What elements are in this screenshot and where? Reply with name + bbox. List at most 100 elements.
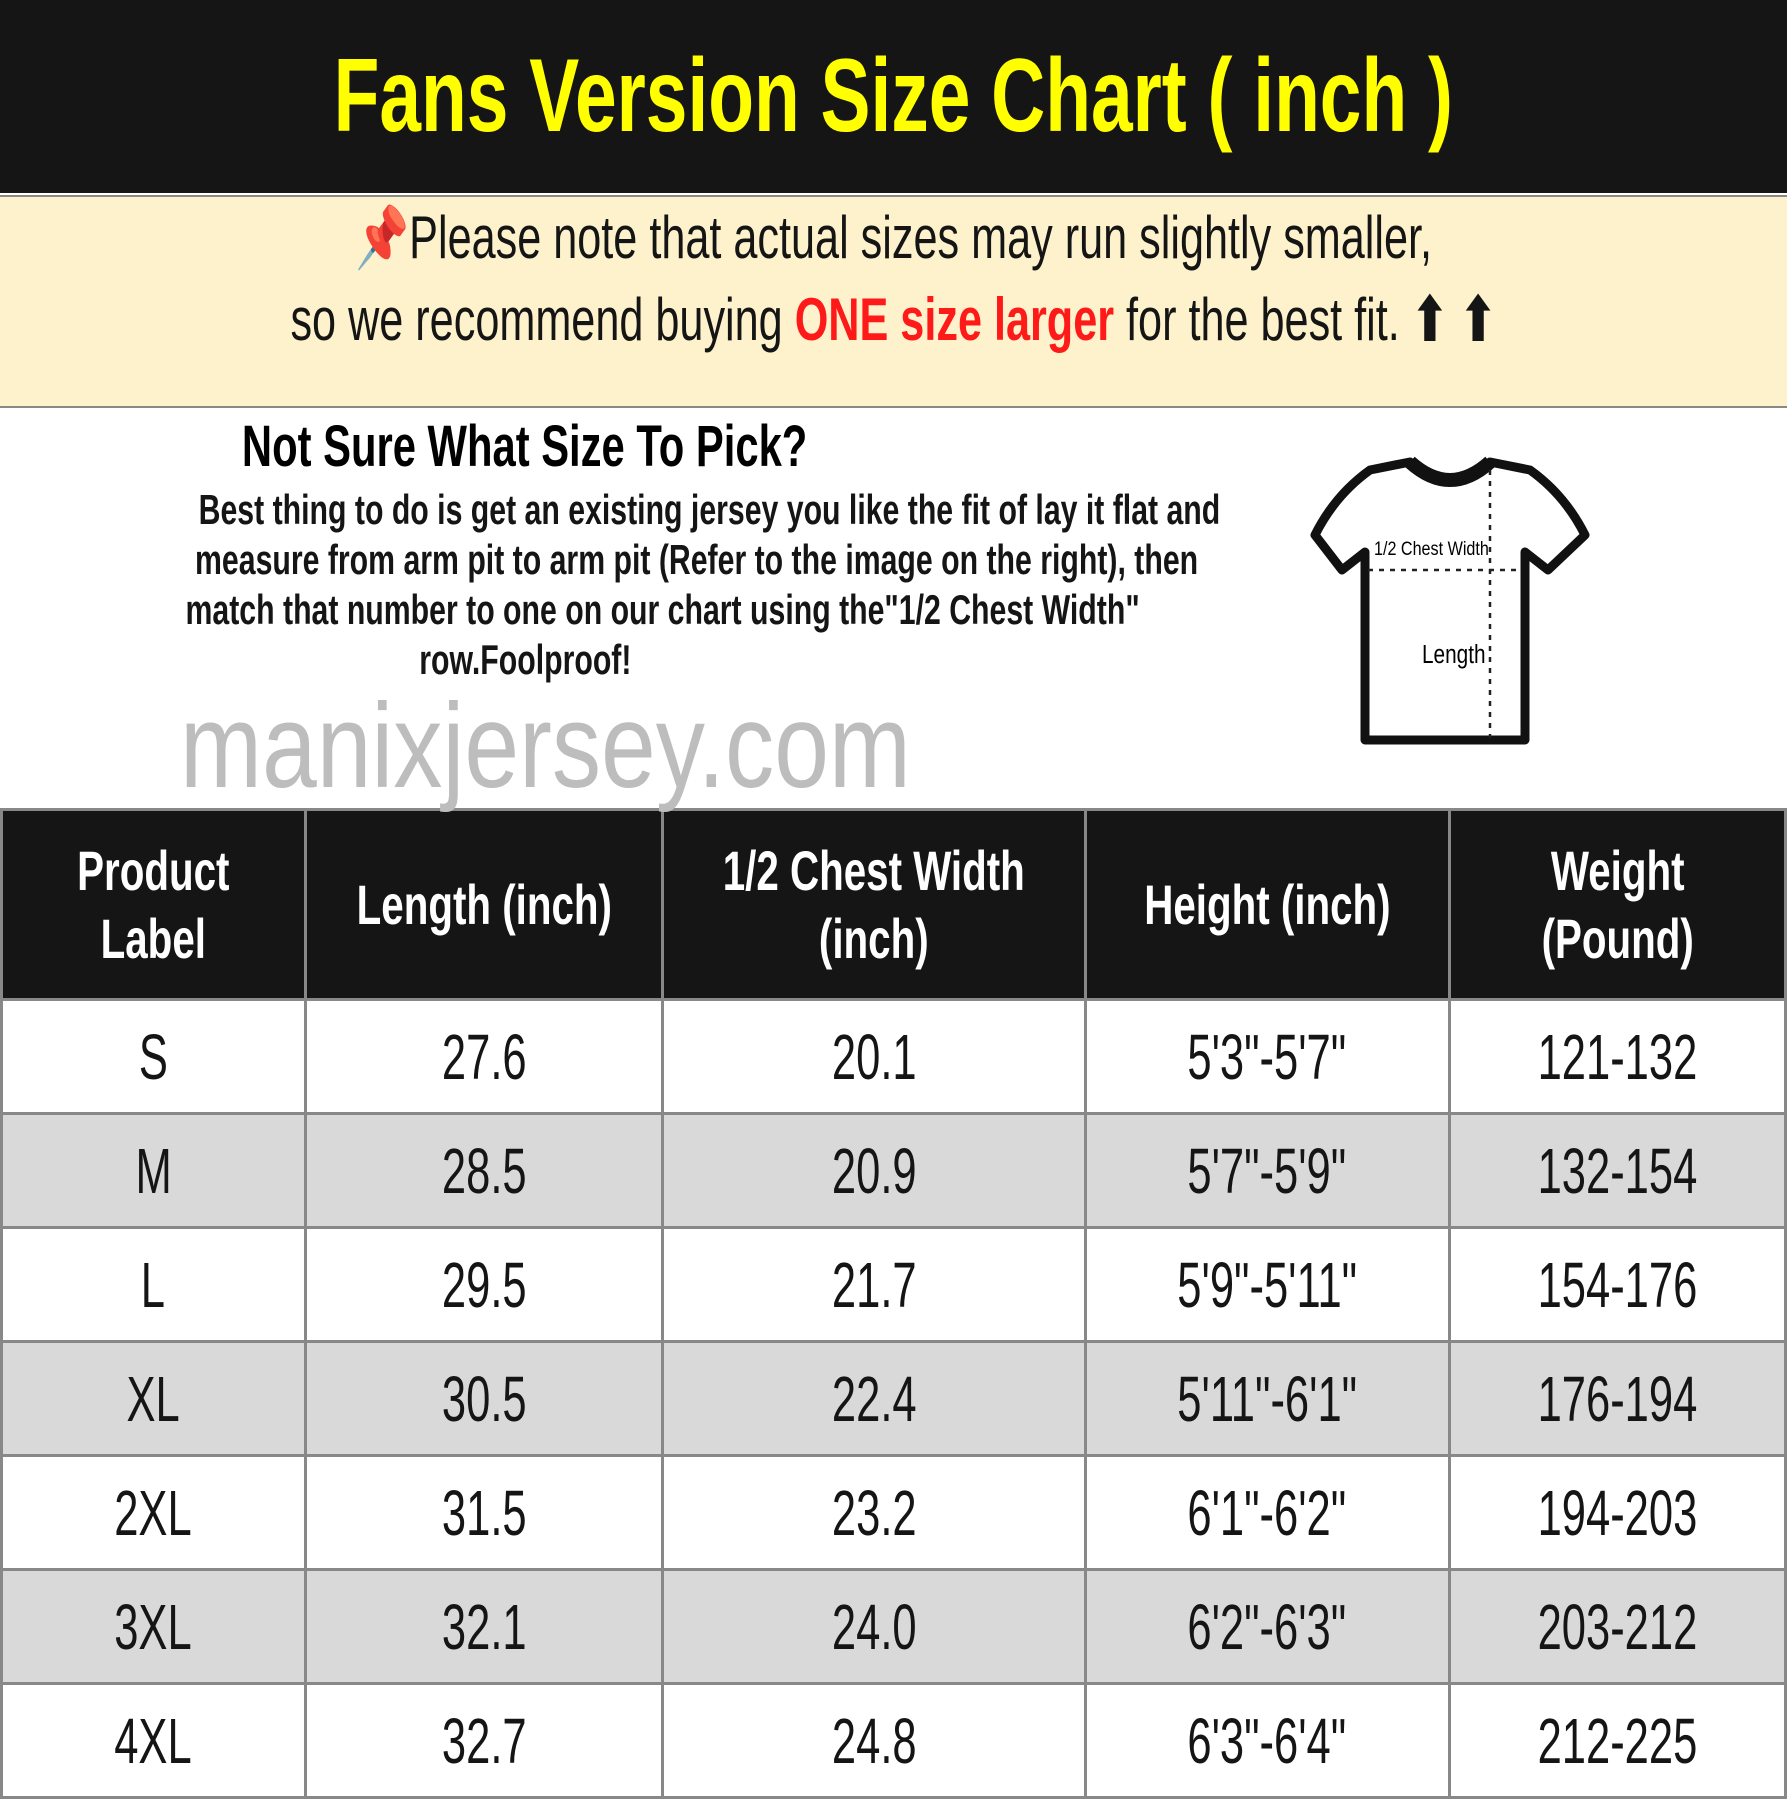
column-header: Length (inch) [303, 808, 665, 1001]
cell-value: 24.8 [831, 1704, 917, 1777]
table-cell: 4XL [0, 1682, 307, 1799]
guide-line: Best thing to do is get an existing jers… [198, 486, 1221, 533]
pushpin-icon: 📌 [355, 204, 409, 271]
cell-value: 212-225 [1537, 1704, 1698, 1777]
cell-value: XL [126, 1362, 180, 1435]
table-cell: 29.5 [303, 1226, 665, 1343]
size-note: 📌Please note that actual sizes may run s… [0, 195, 1787, 408]
table-cell: 22.4 [661, 1340, 1087, 1457]
table-cell: 203-212 [1447, 1568, 1787, 1685]
cell-value: 28.5 [441, 1134, 527, 1207]
note-emphasis: ONE size larger [794, 286, 1115, 353]
table-cell: 194-203 [1447, 1454, 1787, 1571]
note-line2-post: for the best fit. [1114, 286, 1412, 353]
guide-heading: Not Sure What Size To Pick? [242, 414, 808, 479]
header-text: (inch) [819, 906, 929, 970]
table-cell: 20.9 [661, 1112, 1087, 1229]
table-cell: 154-176 [1447, 1226, 1787, 1343]
cell-value: S [138, 1020, 168, 1093]
cell-value: 5'7"-5'9" [1187, 1134, 1347, 1207]
column-header: Weight (Pound) [1447, 808, 1787, 1001]
cell-value: 176-194 [1537, 1362, 1698, 1435]
note-line1: Please note that actual sizes may run sl… [408, 204, 1432, 271]
length-label: Length [1422, 640, 1486, 669]
table-row: L 29.5 21.7 5'9"-5'11" 154-176 [0, 1226, 1787, 1343]
table-cell: 21.7 [661, 1226, 1087, 1343]
cell-value: 27.6 [441, 1020, 527, 1093]
up-arrow-icon: ⬆ ⬆ [1411, 286, 1497, 353]
tshirt-diagram-icon: 1/2 Chest Width Length [1310, 456, 1590, 745]
table-cell: 132-154 [1447, 1112, 1787, 1229]
table-cell: 5'11"-6'1" [1083, 1340, 1451, 1457]
table-cell: 6'1"-6'2" [1083, 1454, 1451, 1571]
cell-value: 4XL [114, 1704, 192, 1777]
cell-value: 3XL [114, 1590, 192, 1663]
table-row: S 27.6 20.1 5'3"-5'7" 121-132 [0, 998, 1787, 1115]
table-cell: 6'2"-6'3" [1083, 1568, 1451, 1685]
guide-line: match that number to one on our chart us… [185, 586, 1140, 633]
table-cell: 212-225 [1447, 1682, 1787, 1799]
chest-width-label: 1/2 Chest Width [1374, 538, 1489, 560]
fit-guide: Not Sure What Size To Pick? Best thing t… [0, 410, 1787, 808]
table-cell: 23.2 [661, 1454, 1087, 1571]
table-row: 4XL 32.7 24.8 6'3"-6'4" 212-225 [0, 1682, 1787, 1799]
table-cell: 24.0 [661, 1568, 1087, 1685]
cell-value: 5'9"-5'11" [1177, 1248, 1358, 1321]
table-cell: 3XL [0, 1568, 307, 1685]
table-cell: M [0, 1112, 307, 1229]
table-row: M 28.5 20.9 5'7"-5'9" 132-154 [0, 1112, 1787, 1229]
cell-value: 203-212 [1537, 1590, 1698, 1663]
cell-value: 132-154 [1537, 1134, 1698, 1207]
table-cell: 27.6 [303, 998, 665, 1115]
cell-value: 121-132 [1537, 1020, 1698, 1093]
cell-value: 154-176 [1537, 1248, 1698, 1321]
header-text: Height (inch) [1143, 872, 1391, 936]
table-cell: 6'3"-6'4" [1083, 1682, 1451, 1799]
cell-value: 29.5 [441, 1248, 527, 1321]
cell-value: 5'3"-5'7" [1187, 1020, 1347, 1093]
column-header: Height (inch) [1083, 808, 1451, 1001]
table-cell: 24.8 [661, 1682, 1087, 1799]
cell-value: 31.5 [441, 1476, 527, 1549]
cell-value: 2XL [114, 1476, 192, 1549]
cell-value: 20.1 [831, 1020, 917, 1093]
cell-value: 30.5 [441, 1362, 527, 1435]
cell-value: 6'2"-6'3" [1187, 1590, 1347, 1663]
table-cell: 121-132 [1447, 998, 1787, 1115]
column-header: 1/2 Chest Width (inch) [661, 808, 1087, 1001]
table-row: 2XL 31.5 23.2 6'1"-6'2" 194-203 [0, 1454, 1787, 1571]
table-cell: XL [0, 1340, 307, 1457]
table-cell: 176-194 [1447, 1340, 1787, 1457]
cell-value: 6'3"-6'4" [1187, 1704, 1347, 1777]
cell-value: M [135, 1134, 172, 1207]
table-cell: 20.1 [661, 998, 1087, 1115]
header-text: (Pound) [1541, 906, 1694, 970]
header-text: Weight [1550, 839, 1685, 903]
cell-value: 32.1 [441, 1590, 527, 1663]
cell-value: 24.0 [831, 1590, 917, 1663]
header-text: 1/2 Chest Width [722, 839, 1025, 903]
cell-value: 22.4 [831, 1362, 917, 1435]
table-cell: 32.1 [303, 1568, 665, 1685]
title-banner: Fans Version Size Chart ( inch ) [0, 0, 1787, 193]
table-cell: L [0, 1226, 307, 1343]
table-cell: 31.5 [303, 1454, 665, 1571]
note-line2-pre: so we recommend buying [290, 286, 795, 353]
cell-value: 23.2 [831, 1476, 917, 1549]
guide-line: measure from arm pit to arm pit (Refer t… [195, 536, 1199, 583]
cell-value: 194-203 [1537, 1476, 1698, 1549]
cell-value: 5'11"-6'1" [1177, 1362, 1358, 1435]
size-table: Product Label Length (inch) 1/2 Chest Width… [0, 808, 1787, 1799]
table-row: 3XL 32.1 24.0 6'2"-6'3" 203-212 [0, 1568, 1787, 1685]
header-text: Product [77, 839, 230, 903]
page-title: Fans Version Size Chart ( inch ) [333, 38, 1454, 154]
table-cell: 5'9"-5'11" [1083, 1226, 1451, 1343]
cell-value: 20.9 [831, 1134, 917, 1207]
table-cell: 5'3"-5'7" [1083, 998, 1451, 1115]
table-cell: 2XL [0, 1454, 307, 1571]
table-cell: 5'7"-5'9" [1083, 1112, 1451, 1229]
header-text: Label [100, 906, 206, 970]
table-cell: S [0, 998, 307, 1115]
guide-line: row.Foolproof! [418, 636, 632, 683]
cell-value: 21.7 [831, 1248, 917, 1321]
